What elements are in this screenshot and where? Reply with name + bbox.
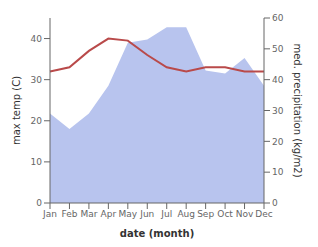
svg-text:Nov: Nov — [236, 209, 254, 219]
svg-text:60: 60 — [272, 13, 284, 23]
svg-text:10: 10 — [272, 167, 284, 177]
svg-text:30: 30 — [272, 106, 284, 116]
svg-text:0: 0 — [36, 198, 42, 208]
svg-text:40: 40 — [31, 34, 43, 44]
svg-text:Oct: Oct — [217, 209, 233, 219]
svg-text:Dec: Dec — [255, 209, 272, 219]
svg-text:0: 0 — [272, 198, 278, 208]
svg-text:20: 20 — [31, 116, 43, 126]
svg-text:Jun: Jun — [139, 209, 154, 219]
svg-text:Jul: Jul — [160, 209, 172, 219]
svg-text:Jan: Jan — [42, 209, 57, 219]
svg-text:Aug: Aug — [177, 209, 195, 219]
svg-text:Sep: Sep — [197, 209, 214, 219]
svg-text:20: 20 — [272, 137, 284, 147]
svg-text:40: 40 — [272, 75, 284, 85]
svg-text:May: May — [119, 209, 138, 219]
svg-text:date (month): date (month) — [120, 228, 194, 239]
svg-text:Feb: Feb — [61, 209, 77, 219]
svg-text:Apr: Apr — [101, 209, 117, 219]
svg-text:Mar: Mar — [80, 209, 97, 219]
svg-text:30: 30 — [31, 75, 43, 85]
svg-text:50: 50 — [272, 44, 284, 54]
svg-text:med. precipitation (kg/m2): med. precipitation (kg/m2) — [292, 43, 303, 177]
svg-text:max temp (C): max temp (C) — [11, 76, 22, 145]
svg-text:10: 10 — [31, 157, 43, 167]
